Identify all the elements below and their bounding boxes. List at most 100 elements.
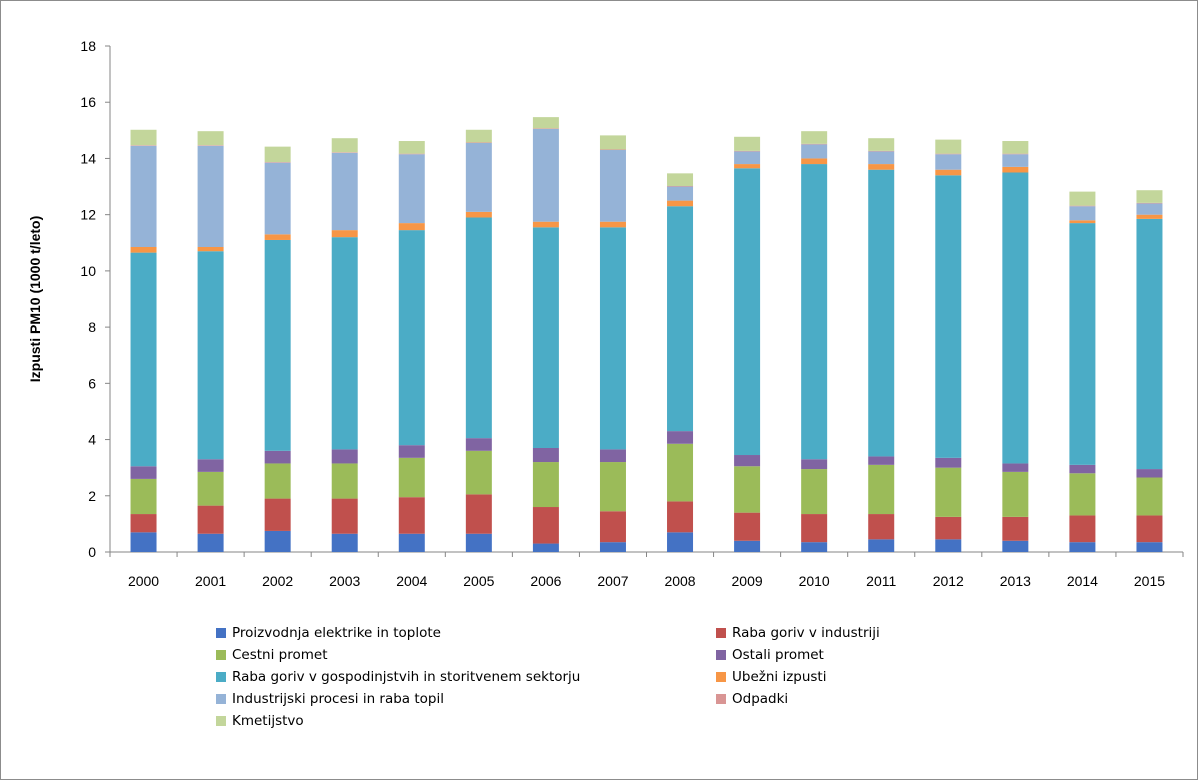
legend-swatch [216, 694, 226, 704]
bar-segment-2011-1 [868, 514, 895, 540]
bar-segment-2012-5 [935, 169, 962, 176]
bar-segment-2010-0 [801, 542, 828, 552]
bar-segment-2004-8 [398, 141, 425, 154]
bar-segment-2000-3 [130, 466, 157, 479]
bar-segment-2001-2 [197, 471, 224, 506]
x-tick-label: 2005 [463, 573, 494, 589]
x-tick-label: 2007 [597, 573, 628, 589]
bar-segment-2000-1 [130, 514, 157, 533]
x-tick-label: 2013 [1000, 573, 1031, 589]
bar-segment-2011-3 [868, 456, 895, 465]
bar-segment-2006-4 [532, 227, 559, 448]
bar-segment-2008-4 [667, 206, 694, 432]
bar-segment-2007-3 [599, 449, 626, 463]
y-tick-label: 12 [80, 207, 96, 223]
bar-segment-2014-5 [1069, 220, 1096, 224]
legend-label: Odpadki [732, 691, 789, 707]
bar-segment-2011-0 [868, 539, 895, 552]
x-tick-label: 2011 [866, 573, 896, 589]
bar-segment-2014-6 [1069, 206, 1096, 221]
bar-segment-2002-3 [264, 450, 291, 464]
bar-segment-2014-0 [1069, 542, 1096, 552]
bar-segment-2002-4 [264, 239, 291, 451]
bar-segment-2008-7 [667, 185, 694, 187]
bar-segment-2001-1 [197, 505, 224, 534]
legend-label: Ubežni izpusti [732, 669, 827, 685]
bar-segment-2003-6 [331, 152, 358, 231]
bar-segment-2005-3 [465, 438, 492, 451]
legend-item: Cestni promet [216, 645, 328, 665]
legend-item: Raba goriv v gospodinjstvih in storitven… [216, 667, 580, 687]
bar-segment-2007-6 [599, 150, 626, 222]
x-tick-label: 2000 [128, 573, 159, 589]
bar-segment-2007-0 [599, 542, 626, 552]
bar-segment-2015-3 [1136, 469, 1163, 478]
bar-segment-2012-3 [935, 457, 962, 468]
bar-segment-2004-3 [398, 445, 425, 458]
bar-segment-2013-1 [1002, 516, 1029, 541]
bar-segment-2004-1 [398, 497, 425, 534]
legend-label: Cestni promet [232, 647, 328, 663]
y-tick-label: 10 [80, 263, 96, 279]
bar-segment-2001-0 [197, 533, 224, 552]
stacked-bar-chart: 0 2 4 6 8 10 12 14 16 18 Izpusti PM10 (1000 t/leto… [27, 38, 1184, 589]
bar-segment-2004-2 [398, 457, 425, 498]
bar-segment-2001-4 [197, 251, 224, 460]
bar-segment-2001-5 [197, 246, 224, 252]
bar-segment-2005-1 [465, 494, 492, 534]
y-tick-label: 2 [88, 488, 96, 504]
bar-segment-2014-2 [1069, 473, 1096, 516]
legend-label: Proizvodnja elektrike in toplote [232, 625, 441, 641]
bar-segment-2013-2 [1002, 471, 1029, 517]
bar-segment-2003-7 [331, 152, 358, 153]
bar-segment-2002-5 [264, 234, 291, 240]
bar-segment-2006-6 [532, 128, 559, 222]
bar-segment-2013-3 [1002, 463, 1029, 472]
bar-segment-2010-7 [801, 143, 828, 145]
legend-label: Raba goriv v industriji [732, 625, 880, 641]
y-axis-title: Izpusti PM10 (1000 t/leto) [27, 216, 43, 382]
bar-segment-2001-6 [197, 145, 224, 247]
bar-segment-2002-8 [264, 146, 291, 163]
bar-segment-2005-7 [465, 142, 492, 143]
bar-segment-2008-3 [667, 431, 694, 444]
bar-segment-2009-1 [734, 512, 761, 541]
bar-segment-2009-4 [734, 168, 761, 456]
bar-segment-2013-6 [1002, 154, 1029, 167]
bar-segment-2011-4 [868, 169, 895, 457]
x-tick-label: 2010 [799, 573, 830, 589]
bar-segment-2002-2 [264, 463, 291, 499]
x-tick-label: 2004 [396, 573, 427, 589]
bar-segment-2005-6 [465, 142, 492, 212]
bar-segment-2013-4 [1002, 172, 1029, 464]
bar-segment-2005-5 [465, 211, 492, 218]
bar-segment-2005-4 [465, 217, 492, 439]
bar-segment-2009-3 [734, 455, 761, 467]
bar-segment-2015-0 [1136, 542, 1163, 552]
y-tick-label: 6 [88, 375, 96, 391]
bar-segment-2000-5 [130, 246, 157, 253]
bar-segment-2007-1 [599, 511, 626, 543]
bar-segment-2003-0 [331, 533, 358, 552]
bar-segment-2015-2 [1136, 477, 1163, 516]
bar-segment-2010-1 [801, 514, 828, 543]
bar-segment-2013-5 [1002, 166, 1029, 173]
x-tick-label: 2009 [732, 573, 763, 589]
legend-label: Kmetijstvo [232, 713, 304, 729]
bar-segment-2008-8 [667, 173, 694, 186]
legend-item: Kmetijstvo [216, 711, 304, 731]
legend-item: Ostali promet [716, 645, 824, 665]
bar-segment-2012-8 [935, 139, 962, 154]
bar-segment-2002-1 [264, 498, 291, 531]
bar-segment-2014-8 [1069, 191, 1096, 206]
legend-label: Industrijski procesi in raba topil [232, 691, 444, 707]
bar-segment-2000-7 [130, 145, 157, 146]
bar-segment-2003-5 [331, 230, 358, 238]
legend-swatch [716, 650, 726, 660]
bar-segment-2012-1 [935, 516, 962, 540]
bar-segment-2004-7 [398, 153, 425, 155]
bar-segment-2007-7 [599, 149, 626, 151]
y-tick-label: 14 [80, 150, 96, 166]
bar-segment-2004-5 [398, 223, 425, 231]
bar-segment-2000-2 [130, 478, 157, 515]
